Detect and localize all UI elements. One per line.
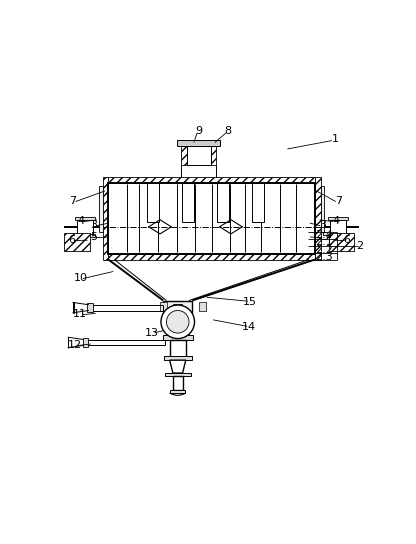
Bar [163, 317, 193, 323]
Bar [330, 220, 347, 233]
Bar [164, 373, 191, 375]
Bar [103, 177, 109, 259]
Bar [187, 146, 210, 165]
Bar [217, 183, 229, 222]
Bar [83, 338, 89, 347]
Bar [99, 187, 103, 232]
Text: 3: 3 [319, 220, 326, 230]
Text: 7: 7 [335, 196, 342, 206]
Bar [252, 183, 264, 222]
Bar [170, 340, 186, 358]
Text: 4: 4 [77, 215, 84, 226]
Text: 6: 6 [68, 235, 75, 245]
Bar [64, 233, 90, 251]
Bar [109, 254, 315, 259]
Bar [160, 302, 167, 312]
Text: 7: 7 [69, 196, 77, 206]
Bar [329, 233, 354, 251]
Text: 15: 15 [243, 297, 257, 307]
Bar [210, 146, 216, 165]
Bar [170, 390, 186, 393]
Bar [75, 233, 95, 237]
Bar [75, 217, 95, 220]
Text: 11: 11 [72, 309, 87, 319]
Text: 4: 4 [332, 215, 339, 226]
Text: 2.3: 2.3 [316, 252, 333, 262]
Text: 5: 5 [321, 232, 328, 242]
Text: 12: 12 [67, 339, 82, 350]
Circle shape [161, 305, 195, 338]
Bar [87, 303, 93, 312]
Bar [109, 177, 315, 183]
Bar [328, 233, 348, 237]
Text: 8: 8 [224, 126, 231, 136]
Text: 2.2: 2.2 [315, 245, 333, 255]
Bar [328, 217, 348, 220]
Bar [147, 183, 159, 222]
Text: 9: 9 [195, 126, 202, 136]
Bar [177, 140, 220, 146]
Bar [163, 335, 193, 340]
Bar [173, 375, 183, 390]
Bar [182, 183, 194, 222]
Text: 2: 2 [357, 240, 364, 251]
Circle shape [166, 311, 189, 333]
Bar [163, 300, 192, 313]
Bar [321, 187, 324, 232]
Bar [168, 320, 188, 338]
Bar [109, 183, 315, 254]
Text: 1: 1 [332, 134, 339, 144]
Bar [181, 146, 187, 165]
Text: 6: 6 [344, 235, 351, 245]
Text: 2.4: 2.4 [315, 231, 333, 240]
Text: 14: 14 [242, 322, 256, 332]
Text: 10: 10 [73, 273, 87, 283]
Bar [315, 177, 321, 259]
Bar [199, 302, 206, 312]
Text: 5: 5 [90, 232, 97, 242]
Polygon shape [170, 360, 186, 373]
Bar [77, 220, 93, 233]
Bar [164, 356, 192, 360]
Bar [173, 304, 182, 311]
Text: 13: 13 [145, 329, 159, 338]
Text: 2.1: 2.1 [316, 238, 333, 248]
Text: 3: 3 [90, 220, 97, 230]
